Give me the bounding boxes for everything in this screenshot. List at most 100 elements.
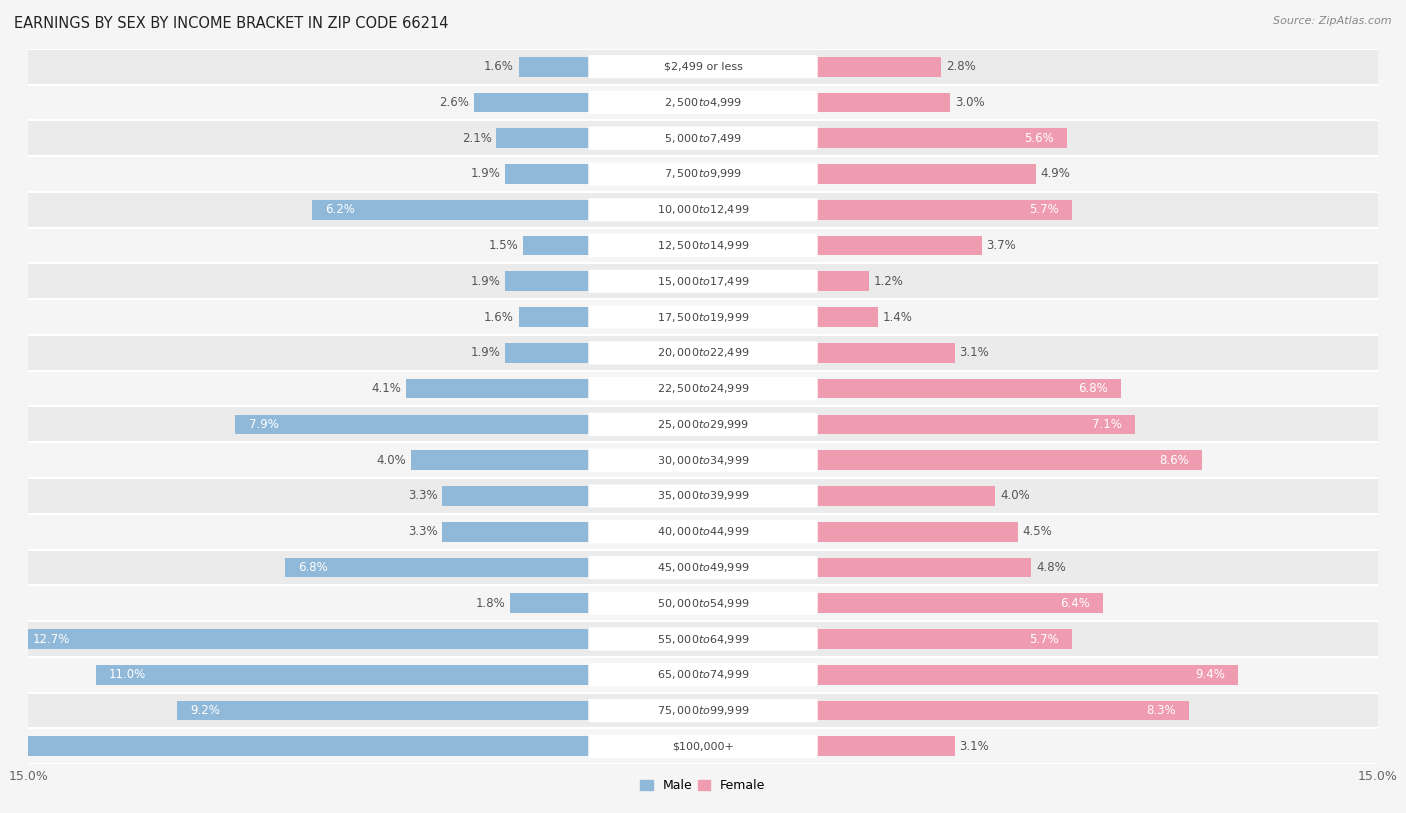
FancyBboxPatch shape [588, 127, 818, 150]
Bar [28, 514, 1378, 550]
Text: $15,000 to $17,499: $15,000 to $17,499 [657, 275, 749, 288]
Bar [28, 442, 1378, 478]
Text: 7.1%: 7.1% [1091, 418, 1122, 431]
Bar [505, 272, 591, 291]
Text: 1.5%: 1.5% [489, 239, 519, 252]
Text: 7.9%: 7.9% [249, 418, 278, 431]
Bar [523, 236, 591, 255]
Text: 4.8%: 4.8% [1036, 561, 1066, 574]
Text: $2,500 to $4,999: $2,500 to $4,999 [664, 96, 742, 109]
Text: 9.4%: 9.4% [1195, 668, 1225, 681]
Bar [815, 593, 1104, 613]
Text: 8.6%: 8.6% [1159, 454, 1189, 467]
Bar [815, 93, 950, 112]
FancyBboxPatch shape [588, 198, 818, 221]
Bar [235, 415, 591, 434]
Bar [815, 343, 955, 363]
Text: 1.9%: 1.9% [471, 275, 501, 288]
Legend: Male, Female: Male, Female [636, 774, 770, 798]
FancyBboxPatch shape [588, 663, 818, 686]
Bar [0, 737, 591, 756]
Text: 9.2%: 9.2% [190, 704, 219, 717]
FancyBboxPatch shape [588, 413, 818, 436]
Text: $2,499 or less: $2,499 or less [664, 62, 742, 72]
FancyBboxPatch shape [588, 556, 818, 579]
FancyBboxPatch shape [588, 628, 818, 650]
Bar [815, 164, 1036, 184]
Text: $50,000 to $54,999: $50,000 to $54,999 [657, 597, 749, 610]
FancyBboxPatch shape [588, 735, 818, 758]
Bar [815, 450, 1202, 470]
Bar [28, 478, 1378, 514]
Bar [28, 371, 1378, 406]
Bar [815, 128, 1067, 148]
Text: $7,500 to $9,999: $7,500 to $9,999 [664, 167, 742, 180]
Bar [815, 665, 1239, 685]
FancyBboxPatch shape [588, 485, 818, 507]
Text: 6.8%: 6.8% [298, 561, 328, 574]
Bar [474, 93, 591, 112]
Bar [815, 272, 869, 291]
Text: 4.0%: 4.0% [1000, 489, 1029, 502]
Text: 4.0%: 4.0% [377, 454, 406, 467]
Text: $45,000 to $49,999: $45,000 to $49,999 [657, 561, 749, 574]
Bar [28, 585, 1378, 621]
Text: 1.9%: 1.9% [471, 167, 501, 180]
Text: 1.6%: 1.6% [484, 311, 515, 324]
Text: $75,000 to $99,999: $75,000 to $99,999 [657, 704, 749, 717]
Text: $10,000 to $12,499: $10,000 to $12,499 [657, 203, 749, 216]
Bar [411, 450, 591, 470]
Bar [815, 629, 1071, 649]
Bar [519, 57, 591, 76]
Text: $17,500 to $19,999: $17,500 to $19,999 [657, 311, 749, 324]
Text: 3.1%: 3.1% [959, 346, 990, 359]
Bar [815, 200, 1071, 220]
Bar [96, 665, 591, 685]
Text: 11.0%: 11.0% [110, 668, 146, 681]
Bar [312, 200, 591, 220]
Bar [815, 57, 942, 76]
Text: 3.3%: 3.3% [408, 489, 437, 502]
Text: Source: ZipAtlas.com: Source: ZipAtlas.com [1274, 16, 1392, 26]
Text: $20,000 to $22,499: $20,000 to $22,499 [657, 346, 749, 359]
Text: $100,000+: $100,000+ [672, 741, 734, 751]
Text: 8.3%: 8.3% [1146, 704, 1175, 717]
Bar [505, 164, 591, 184]
Bar [28, 657, 1378, 693]
Bar [28, 621, 1378, 657]
FancyBboxPatch shape [588, 520, 818, 543]
Text: 12.7%: 12.7% [32, 633, 70, 646]
Bar [519, 307, 591, 327]
FancyBboxPatch shape [588, 234, 818, 257]
Text: 1.6%: 1.6% [484, 60, 515, 73]
Text: EARNINGS BY SEX BY INCOME BRACKET IN ZIP CODE 66214: EARNINGS BY SEX BY INCOME BRACKET IN ZIP… [14, 16, 449, 31]
Text: 1.4%: 1.4% [883, 311, 912, 324]
Text: 3.3%: 3.3% [408, 525, 437, 538]
Bar [28, 228, 1378, 263]
Text: 1.9%: 1.9% [471, 346, 501, 359]
Text: 3.0%: 3.0% [955, 96, 984, 109]
Bar [815, 486, 995, 506]
FancyBboxPatch shape [588, 341, 818, 364]
FancyBboxPatch shape [588, 377, 818, 400]
Text: $22,500 to $24,999: $22,500 to $24,999 [657, 382, 749, 395]
Text: $5,000 to $7,499: $5,000 to $7,499 [664, 132, 742, 145]
Bar [815, 307, 879, 327]
Bar [28, 263, 1378, 299]
Bar [28, 406, 1378, 442]
Text: 5.7%: 5.7% [1029, 203, 1059, 216]
Bar [815, 558, 1032, 577]
Bar [441, 486, 591, 506]
Bar [496, 128, 591, 148]
FancyBboxPatch shape [588, 699, 818, 722]
Bar [815, 701, 1189, 720]
Text: 4.5%: 4.5% [1022, 525, 1052, 538]
Text: 6.2%: 6.2% [325, 203, 354, 216]
Text: 4.9%: 4.9% [1040, 167, 1070, 180]
Text: $40,000 to $44,999: $40,000 to $44,999 [657, 525, 749, 538]
FancyBboxPatch shape [588, 306, 818, 328]
Bar [441, 522, 591, 541]
FancyBboxPatch shape [588, 55, 818, 78]
FancyBboxPatch shape [588, 163, 818, 185]
Text: $25,000 to $29,999: $25,000 to $29,999 [657, 418, 749, 431]
